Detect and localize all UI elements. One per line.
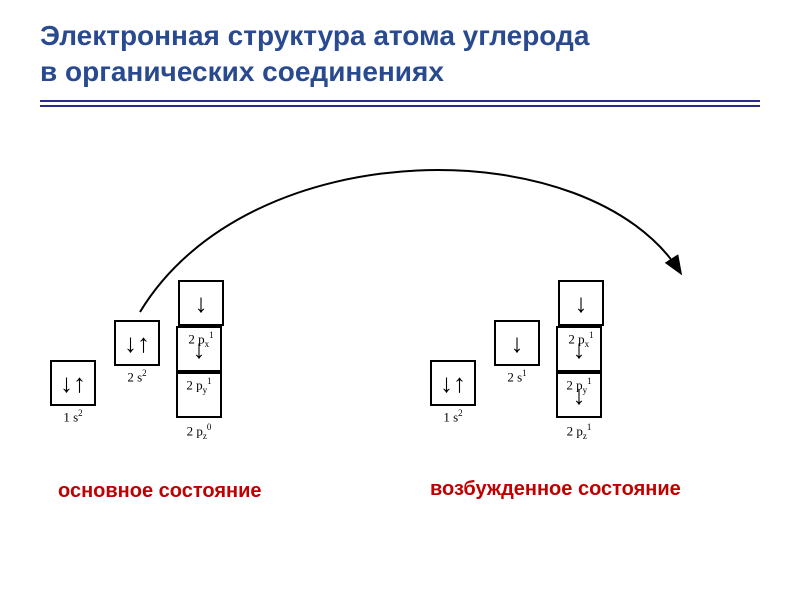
orbital-box: ↓ — [494, 320, 540, 366]
orbital-box: ↓↑ — [50, 360, 96, 406]
title-line-2: в органических соединениях — [40, 56, 444, 87]
excited-state-label: возбужденное состояние — [430, 478, 681, 501]
orbital-box: ↓2 py1 — [176, 326, 222, 372]
orbital-sublabel: 2 pz1 — [558, 422, 600, 441]
electron-arrows: ↓ — [575, 290, 588, 316]
orbital-sublabel: 2 pz0 — [178, 422, 220, 441]
electron-arrows: ↓↑ — [60, 370, 86, 396]
ground-state-label: основное состояние — [58, 480, 262, 503]
orbital-label: 1 s2 — [50, 408, 96, 425]
orbital-box: ↓2 px1 — [178, 280, 224, 326]
orbital-label: 1 s2 — [430, 408, 476, 425]
orbital-label: 2 s2 — [114, 368, 160, 385]
orbital-box: ↓↑ — [114, 320, 160, 366]
electron-arrows: ↓↑ — [124, 330, 150, 356]
orbital-box: ↓↑ — [430, 360, 476, 406]
orbital-box: ↓2 py1 — [556, 326, 602, 372]
orbital-2p: ↓2 px1↓2 py12 pz0 — [178, 280, 224, 418]
electron-arrows: ↓ — [195, 290, 208, 316]
orbital-1s: ↓↑1 s2 — [430, 360, 476, 406]
orbital-box: ↓2 pz1 — [556, 372, 602, 418]
orbital-2s: ↓2 s1 — [494, 320, 540, 366]
orbital-box: ↓2 px1 — [558, 280, 604, 326]
orbital-label: 2 s1 — [494, 368, 540, 385]
orbital-2p: ↓2 px1↓2 py1↓2 pz1 — [558, 280, 604, 418]
orbital-2s: ↓↑2 s2 — [114, 320, 160, 366]
title-divider — [40, 100, 760, 107]
electron-arrows: ↓ — [511, 330, 524, 356]
orbital-box: 2 pz0 — [176, 372, 222, 418]
electron-arrows: ↓↑ — [440, 370, 466, 396]
electron-arrows: ↓ — [573, 336, 586, 362]
title-line-1: Электронная структура атома углерода — [40, 20, 589, 51]
electron-arrows: ↓ — [573, 382, 586, 408]
slide-title: Электронная структура атома углерода в о… — [40, 18, 589, 91]
electron-arrows: ↓ — [193, 336, 206, 362]
orbital-1s: ↓↑1 s2 — [50, 360, 96, 406]
